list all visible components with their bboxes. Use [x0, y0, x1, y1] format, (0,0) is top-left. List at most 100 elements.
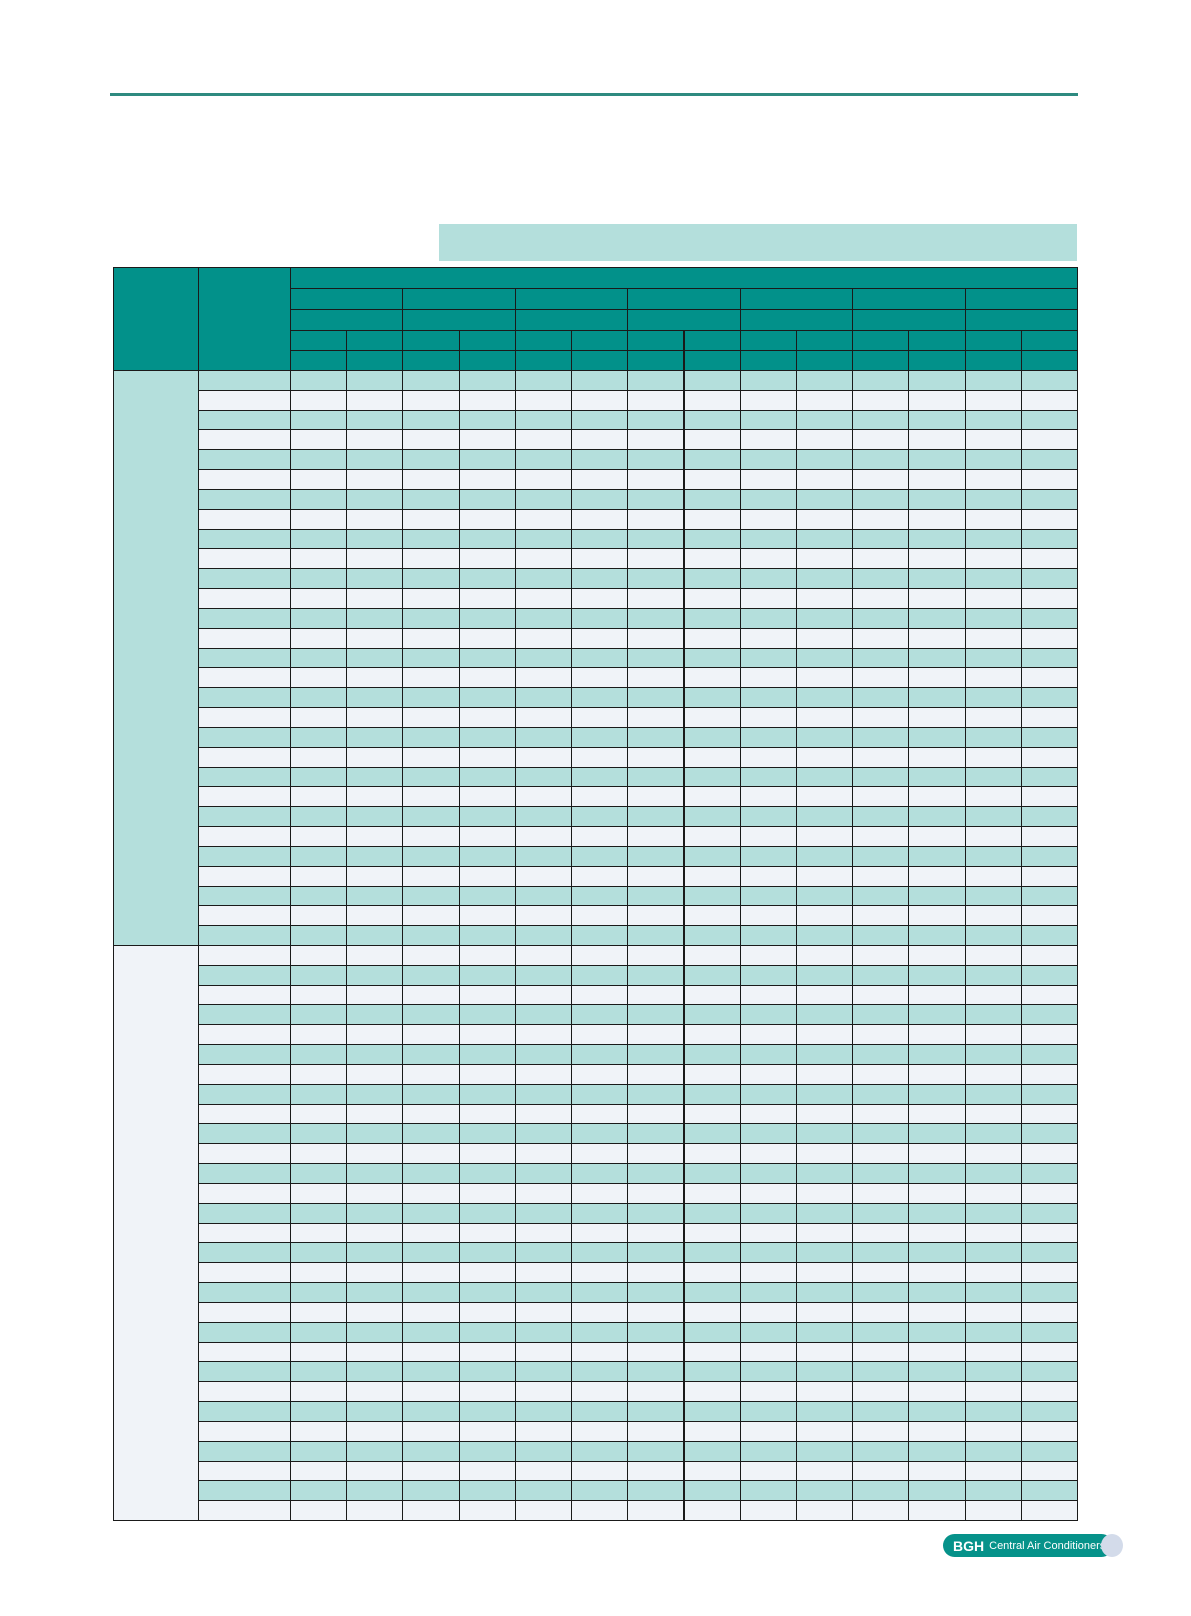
header-cell	[739, 288, 854, 310]
table-cell	[571, 429, 629, 451]
table-cell	[852, 647, 910, 669]
table-cell	[346, 1083, 404, 1105]
table-cell	[964, 1500, 1022, 1521]
table-cell	[402, 905, 460, 927]
table-cell	[346, 806, 404, 828]
table-cell	[346, 746, 404, 768]
table-cell	[908, 1420, 966, 1442]
table-cell	[571, 766, 629, 788]
table-cell	[571, 588, 629, 609]
table-cell	[964, 1004, 1022, 1026]
table-cell	[908, 548, 966, 570]
table-cell	[514, 746, 573, 768]
table-cell	[908, 667, 966, 689]
table-cell	[346, 1163, 404, 1184]
table-cell	[627, 1341, 685, 1363]
table-cell	[964, 746, 1022, 768]
table-cell	[908, 1004, 966, 1026]
table-cell	[964, 1202, 1022, 1224]
table-cell	[739, 469, 797, 490]
table-cell	[739, 1123, 797, 1145]
row-label-cell	[198, 647, 291, 669]
table-cell	[683, 1024, 741, 1046]
table-cell	[514, 1044, 573, 1065]
table-cell	[795, 1381, 854, 1403]
table-cell	[514, 1301, 573, 1323]
table-cell	[739, 588, 797, 609]
table-cell	[514, 766, 573, 788]
table-cell	[290, 1401, 348, 1422]
table-cell	[908, 1103, 966, 1125]
table-cell	[739, 1063, 797, 1085]
table-cell	[627, 1222, 685, 1244]
table-cell	[683, 964, 741, 986]
table-cell	[683, 1143, 741, 1165]
table-cell	[346, 627, 404, 649]
table-cell	[964, 488, 1022, 510]
table-cell	[627, 1044, 685, 1065]
table-cell	[290, 1143, 348, 1165]
table-cell	[458, 568, 516, 590]
table-cell	[852, 1083, 910, 1105]
row-label-cell	[198, 1381, 291, 1403]
table-cell	[514, 627, 573, 649]
table-cell	[1020, 1004, 1078, 1026]
table-cell	[908, 528, 966, 550]
table-cell	[346, 925, 404, 946]
table-cell	[514, 945, 573, 966]
table-cell	[739, 1500, 797, 1521]
table-cell	[402, 984, 460, 1006]
table-cell	[627, 1024, 685, 1046]
table-cell	[346, 647, 404, 669]
table-cell	[290, 707, 348, 728]
table-cell	[683, 1381, 741, 1403]
table-cell	[1020, 1103, 1078, 1125]
table-cell	[402, 1282, 460, 1303]
table-cell	[627, 1004, 685, 1026]
table-cell	[683, 925, 741, 946]
table-cell	[402, 1321, 460, 1343]
row-label-cell	[198, 806, 291, 828]
table-cell	[290, 766, 348, 788]
table-cell	[1020, 1361, 1078, 1383]
table-cell	[458, 1083, 516, 1105]
table-cell	[739, 945, 797, 966]
table-cell	[627, 746, 685, 768]
table-cell	[739, 1182, 797, 1204]
table-cell	[346, 607, 404, 629]
table-cell	[346, 707, 404, 728]
table-cell	[964, 568, 1022, 590]
table-cell	[627, 845, 685, 867]
table-cell	[852, 1460, 910, 1482]
table-cell	[964, 925, 1022, 946]
table-cell	[346, 1202, 404, 1224]
table-cell	[402, 1341, 460, 1363]
table-cell	[627, 1202, 685, 1224]
row-label-cell	[198, 1123, 291, 1145]
row-label-cell	[198, 726, 291, 748]
table-cell	[964, 1341, 1022, 1363]
table-cell	[852, 667, 910, 689]
table-cell	[683, 1242, 741, 1264]
table-cell	[1020, 449, 1078, 471]
table-cell	[1020, 826, 1078, 847]
table-cell	[402, 1103, 460, 1125]
table-cell	[739, 1401, 797, 1422]
table-cell	[964, 1460, 1022, 1482]
table-cell	[908, 1301, 966, 1323]
table-cell	[627, 1083, 685, 1105]
table-cell	[402, 389, 460, 411]
table-cell	[402, 766, 460, 788]
row-label-cell	[198, 1083, 291, 1105]
table-cell	[1020, 964, 1078, 986]
table-cell	[795, 667, 854, 689]
table-cell	[964, 1262, 1022, 1284]
table-cell	[627, 687, 685, 709]
table-cell	[458, 449, 516, 471]
table-cell	[964, 389, 1022, 411]
table-cell	[739, 905, 797, 927]
header-cell	[739, 309, 854, 331]
table-cell	[964, 627, 1022, 649]
table-cell	[514, 469, 573, 490]
table-cell	[514, 786, 573, 808]
